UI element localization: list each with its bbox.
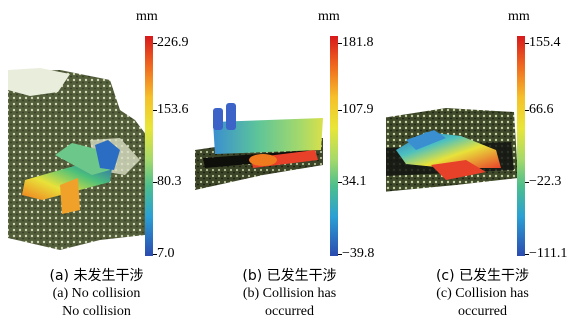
colorbar-tick-max: 181.8 [342, 35, 374, 50]
colorbar-tick-lower: 34.1 [342, 174, 367, 189]
tick-mark [338, 254, 342, 255]
colorbar-unit: mm [508, 9, 530, 24]
colorbar-tick-max: 226.9 [157, 35, 189, 50]
caption-en: (b) Collision has [242, 286, 337, 301]
panel-a: mm 226.9 153.6 80.3 7.0 (a) 未发生干涉 (a) No… [0, 0, 193, 332]
colorbar-tick-min: 7.0 [157, 246, 175, 261]
panel-b: mm 181.8 107.9 34.1 −39.8 (b) 已发生干涉 (b) … [193, 0, 386, 332]
colorbar [145, 36, 153, 256]
colorbar-tick-min: −111.1 [529, 246, 568, 261]
tick-mark [338, 110, 342, 111]
tick-mark [525, 182, 529, 183]
colorbar-tick-upper: 153.6 [157, 102, 189, 117]
caption-en-line2: occurred [458, 304, 507, 319]
colorbar [330, 36, 338, 256]
colorbar-tick-max: 155.4 [529, 35, 561, 50]
colorbar-tick-lower: 80.3 [157, 174, 182, 189]
caption-zh: (b) 已发生干涉 [242, 268, 337, 284]
colorbar-tick-lower: −22.3 [529, 174, 562, 189]
colorbar [517, 36, 525, 256]
caption-en-line2: occurred [265, 304, 314, 319]
tick-mark [153, 182, 157, 183]
caption-en: (c) Collision has [436, 286, 529, 301]
colorbar-unit: mm [136, 9, 158, 24]
colorbar-tick-min: −39.8 [342, 246, 375, 261]
tick-mark [525, 43, 529, 44]
caption-zh: (c) 已发生干涉 [435, 268, 530, 284]
tick-mark [525, 254, 529, 255]
caption-zh: (a) 未发生干涉 [49, 268, 144, 284]
scene-render-a [8, 68, 150, 250]
scene-render-c [386, 108, 518, 192]
scene-render-b [195, 103, 323, 190]
tick-mark [153, 43, 157, 44]
tick-mark [525, 110, 529, 111]
colorbar-tick-upper: 66.6 [529, 102, 554, 117]
caption-en: (a) No collision [52, 286, 141, 301]
tick-mark [338, 182, 342, 183]
panel-c: mm 155.4 66.6 −22.3 −111.1 (c) 已发生干涉 (c)… [386, 0, 579, 332]
caption-en-line2: No collision [62, 304, 131, 319]
colorbar-tick-upper: 107.9 [342, 102, 374, 117]
colorbar-unit: mm [318, 9, 340, 24]
tick-mark [153, 110, 157, 111]
tick-mark [153, 254, 157, 255]
tick-mark [338, 43, 342, 44]
